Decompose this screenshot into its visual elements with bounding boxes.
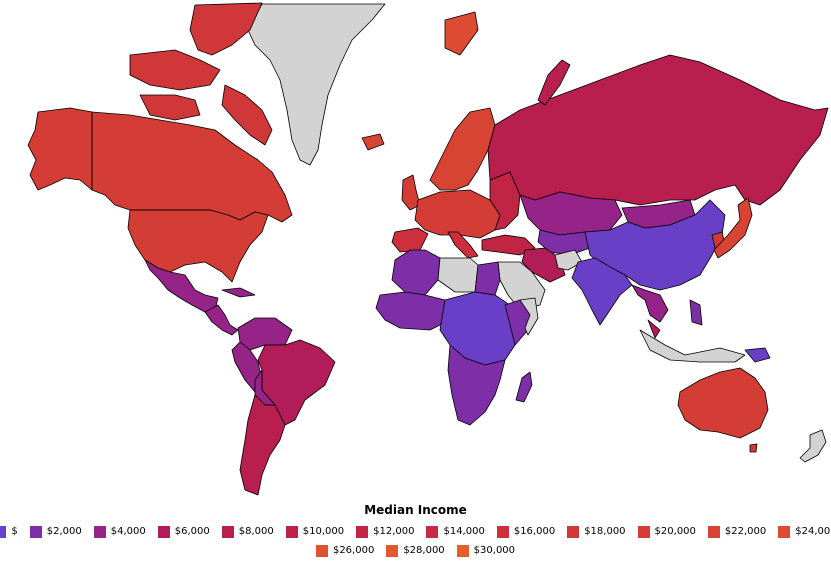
region-japan[interactable]	[713, 197, 753, 259]
region-argentina-chile[interactable]	[239, 394, 286, 496]
legend-label: $30,000	[473, 545, 516, 556]
legend-item[interactable]: $4,000	[93, 525, 146, 538]
legend-swatch	[356, 525, 369, 538]
region-australia[interactable]	[677, 367, 769, 439]
region-kazakhstan[interactable]	[519, 191, 623, 236]
world-map	[27, 2, 829, 496]
legend-title: Median Income	[364, 503, 467, 517]
legend-swatch	[221, 525, 234, 538]
region-new-zealand[interactable]	[799, 429, 827, 463]
region-canada-arctic-3[interactable]	[139, 94, 201, 121]
legend-swatch	[93, 525, 106, 538]
legend-label: $6,000	[174, 526, 210, 537]
legend-swatch	[157, 525, 170, 538]
legend-item[interactable]: $14,000	[426, 525, 485, 538]
region-central-asia-south[interactable]	[537, 229, 591, 256]
legend-item[interactable]: $10,000	[285, 525, 345, 538]
region-philippines[interactable]	[689, 299, 703, 326]
legend-item[interactable]: $2,000	[29, 525, 82, 538]
legend-label: $12,000	[373, 526, 415, 537]
legend-label: $18,000	[584, 526, 626, 537]
legend-swatch	[315, 544, 328, 557]
region-north-africa-west[interactable]	[391, 249, 441, 296]
legend-swatch	[456, 544, 469, 557]
region-novaya-zemlya[interactable]	[537, 59, 571, 106]
legend-item[interactable]: $	[0, 525, 18, 538]
region-india[interactable]	[571, 257, 633, 326]
legend-item[interactable]: $8,000	[221, 525, 274, 538]
legend-item[interactable]: $18,000	[567, 525, 626, 538]
region-iceland[interactable]	[361, 133, 385, 151]
region-cuba[interactable]	[221, 287, 256, 298]
legend-swatch	[285, 525, 298, 538]
region-libya[interactable]	[437, 257, 479, 293]
legend-label: $16,000	[513, 526, 556, 537]
legend-label: $8,000	[238, 526, 274, 537]
region-canada-arctic[interactable]	[189, 2, 263, 56]
region-greenland[interactable]	[247, 3, 386, 166]
legend-swatch	[496, 525, 509, 538]
legend-item[interactable]: $24,000	[778, 525, 831, 538]
legend-swatch	[426, 525, 439, 538]
map-legend: Median Income $ $2,000 $4,000 $6,000 $8,000 $…	[0, 503, 831, 560]
legend-row: $26,000 $28,000 $30,000	[0, 541, 831, 560]
legend-label: $	[11, 526, 18, 537]
legend-swatch	[0, 525, 7, 538]
region-svalbard[interactable]	[444, 11, 479, 56]
legend-swatch	[567, 525, 580, 538]
legend-item[interactable]: $30,000	[456, 544, 516, 557]
legend-swatch	[637, 525, 650, 538]
region-russia[interactable]	[487, 54, 829, 206]
legend-item[interactable]: $16,000	[496, 525, 556, 538]
legend-label: $10,000	[302, 526, 345, 537]
legend-label: $14,000	[443, 526, 485, 537]
legend-swatch	[386, 544, 399, 557]
region-canada-arctic-2[interactable]	[129, 49, 221, 91]
region-afghanistan[interactable]	[554, 249, 583, 271]
region-scandinavia[interactable]	[429, 107, 496, 191]
region-southern-africa[interactable]	[447, 344, 506, 426]
legend-label: $2,000	[46, 526, 82, 537]
region-italy[interactable]	[447, 231, 479, 259]
region-iran[interactable]	[521, 247, 566, 283]
region-papua-new-guinea[interactable]	[744, 347, 771, 363]
legend-label: $24,000	[795, 526, 831, 537]
region-mexico[interactable]	[144, 259, 219, 313]
legend-label: $26,000	[332, 545, 375, 556]
region-tasmania[interactable]	[749, 443, 758, 453]
legend-label: $20,000	[654, 526, 696, 537]
region-west-africa[interactable]	[375, 291, 451, 331]
legend-item[interactable]: $28,000	[386, 544, 445, 557]
legend-row: $ $2,000 $4,000 $6,000 $8,000 $10,000 $12,000 $…	[0, 522, 831, 541]
region-central-america[interactable]	[204, 304, 239, 336]
legend-item[interactable]: $6,000	[157, 525, 210, 538]
legend-label: $22,000	[724, 526, 767, 537]
region-egypt[interactable]	[474, 261, 501, 296]
legend-swatch	[778, 525, 791, 538]
region-somalia[interactable]	[519, 297, 539, 336]
region-iberia[interactable]	[391, 227, 429, 253]
legend-item[interactable]: $22,000	[707, 525, 767, 538]
region-western-europe[interactable]	[414, 189, 501, 239]
region-central-africa[interactable]	[439, 291, 523, 366]
region-indonesia[interactable]	[639, 329, 746, 363]
legend-label: $4,000	[110, 526, 146, 537]
region-baffin-island[interactable]	[221, 84, 273, 146]
region-madagascar[interactable]	[515, 371, 533, 403]
legend-label: $28,000	[403, 545, 445, 556]
legend-swatch	[707, 525, 720, 538]
region-usa[interactable]	[127, 209, 269, 283]
region-southeast-asia[interactable]	[631, 284, 669, 323]
legend-swatch	[29, 525, 42, 538]
legend-item[interactable]: $26,000	[315, 544, 375, 557]
legend-item[interactable]: $20,000	[637, 525, 696, 538]
region-malaysia[interactable]	[647, 319, 661, 339]
region-canada[interactable]	[91, 111, 293, 223]
region-alaska[interactable]	[27, 107, 93, 191]
legend-item[interactable]: $12,000	[356, 525, 415, 538]
